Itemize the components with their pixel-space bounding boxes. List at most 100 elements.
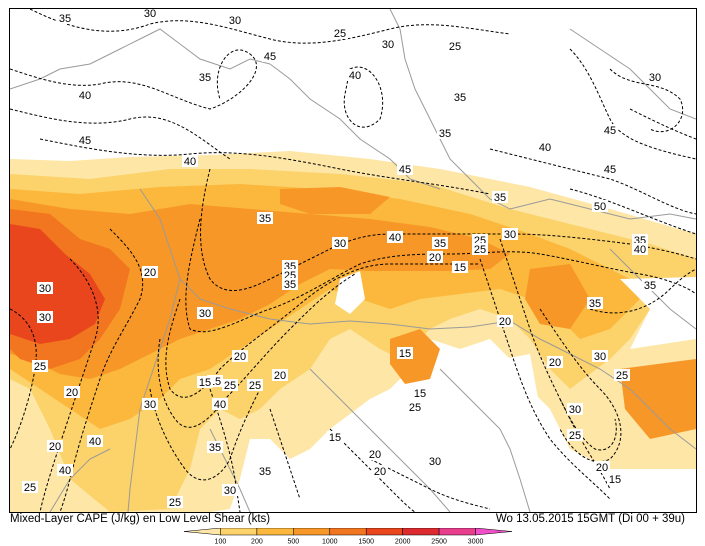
- svg-text:25: 25: [249, 380, 261, 392]
- shear-label: 40: [87, 435, 103, 448]
- svg-text:40: 40: [634, 244, 646, 256]
- colorbar-tick-label: 3000: [468, 539, 484, 546]
- cape-1000-patch-north: [280, 187, 390, 214]
- svg-text:30: 30: [199, 308, 211, 320]
- svg-text:30: 30: [429, 456, 441, 468]
- svg-text:45: 45: [399, 164, 411, 176]
- shear-label: 45: [602, 163, 618, 176]
- svg-text:15: 15: [329, 432, 341, 444]
- svg-text:25: 25: [569, 430, 581, 442]
- svg-text:30: 30: [569, 404, 581, 416]
- svg-text:20: 20: [369, 449, 381, 461]
- svg-text:20: 20: [66, 387, 78, 399]
- svg-text:40: 40: [349, 70, 361, 82]
- svg-text:35: 35: [434, 238, 446, 250]
- shear-label: 25: [407, 401, 423, 414]
- shear-label: 20: [64, 386, 80, 399]
- shear-label: 20: [142, 266, 158, 279]
- colorbar-cells: [184, 528, 512, 536]
- svg-text:25: 25: [474, 244, 486, 256]
- shear-label: 25: [167, 496, 183, 509]
- svg-text:25: 25: [449, 41, 461, 53]
- shear-label: 40: [537, 141, 553, 154]
- cape-colorbar: 100 200 500 1000 1500 2000 2500 3000: [184, 528, 512, 545]
- svg-text:20: 20: [429, 252, 441, 264]
- svg-text:35: 35: [454, 92, 466, 104]
- shear-label: 15: [412, 387, 428, 400]
- svg-text:40: 40: [214, 399, 226, 411]
- shear-label: 35: [197, 71, 213, 84]
- shear-label: 40: [387, 231, 403, 244]
- cape-1000-patch-east: [525, 264, 590, 329]
- svg-text:25: 25: [34, 361, 46, 373]
- weather-map: 35 30 30 25 25 30 45 35 40 35 40 35 40 45 45 40 45 35 35 30…: [9, 8, 697, 513]
- svg-text:15: 15: [609, 474, 621, 486]
- shear-label: 30: [380, 38, 396, 51]
- shear-label: 15: [327, 431, 343, 444]
- svg-text:30: 30: [334, 238, 346, 250]
- shear-label: 20: [47, 440, 63, 453]
- colorbar-tick-label: 2500: [431, 539, 447, 546]
- svg-text:30: 30: [144, 399, 156, 411]
- shear-label: 40: [57, 464, 73, 477]
- shear-label: 35: [452, 91, 468, 104]
- svg-text:40: 40: [79, 90, 91, 102]
- colorbar-tick-label: 100: [215, 539, 227, 546]
- svg-text:35: 35: [644, 280, 656, 292]
- shear-label: 30: [332, 237, 348, 250]
- svg-text:30: 30: [229, 15, 241, 27]
- cape-shear-map: 35 30 30 25 25 30 45 35 40 35 40 35 40 45 45 40 45 35 35 30…: [10, 9, 696, 512]
- shear-label: 15: [197, 376, 213, 389]
- shear-label: 30: [592, 350, 608, 363]
- shear-label: 25: [222, 379, 238, 392]
- svg-text:45: 45: [604, 164, 616, 176]
- map-title: Mixed-Layer CAPE (J/kg) en Low Level She…: [10, 513, 271, 525]
- svg-text:20: 20: [49, 441, 61, 453]
- svg-text:20: 20: [144, 267, 156, 279]
- shear-label: 30: [197, 307, 213, 320]
- shear-label: 40: [182, 155, 198, 168]
- shear-label: 15: [607, 473, 623, 486]
- svg-text:45: 45: [604, 125, 616, 137]
- shear-labels: 35 30 30 25 25 30 45 35 40 35 40 35 40 45 45 40 45 35 35 30…: [22, 9, 663, 509]
- svg-text:35: 35: [589, 298, 601, 310]
- shear-label: 30: [37, 311, 53, 324]
- svg-text:35: 35: [209, 442, 221, 454]
- shear-label: 20: [372, 465, 388, 478]
- shear-label: 50: [592, 200, 608, 213]
- shear-label: 40: [632, 243, 648, 256]
- svg-text:25: 25: [334, 28, 346, 40]
- colorbar-cell: [438, 528, 476, 536]
- svg-text:35: 35: [259, 213, 271, 225]
- svg-text:20: 20: [549, 357, 561, 369]
- shear-label: 35: [207, 441, 223, 454]
- shear-label: 35: [437, 127, 453, 140]
- shear-label: 30: [567, 403, 583, 416]
- svg-text:20: 20: [596, 462, 608, 474]
- shear-label: 15: [397, 347, 413, 360]
- shear-label: 35: [57, 12, 73, 25]
- svg-text:15: 15: [199, 377, 211, 389]
- svg-text:40: 40: [389, 232, 401, 244]
- cape-1000-region: [10, 199, 510, 379]
- shear-label: 30: [502, 228, 518, 241]
- colorbar-cell: [402, 528, 440, 536]
- svg-text:35: 35: [439, 128, 451, 140]
- shear-label: 35: [257, 465, 273, 478]
- shear-label: 25: [472, 243, 488, 256]
- shear-label: 20: [497, 315, 513, 328]
- svg-text:35: 35: [259, 466, 271, 478]
- shear-label: 25: [32, 360, 48, 373]
- colorbar-tick-label: 1000: [322, 539, 338, 546]
- shear-label: 35: [587, 297, 603, 310]
- colorbar-tick-label: 2000: [395, 539, 411, 546]
- svg-text:40: 40: [89, 436, 101, 448]
- colorbar-arrow: [475, 528, 512, 536]
- svg-text:15: 15: [414, 388, 426, 400]
- svg-text:30: 30: [649, 72, 661, 84]
- svg-text:20: 20: [374, 466, 386, 478]
- shear-label: 35: [432, 237, 448, 250]
- shear-label: 30: [142, 398, 158, 411]
- shear-label: 35: [642, 279, 658, 292]
- svg-text:45: 45: [264, 51, 276, 63]
